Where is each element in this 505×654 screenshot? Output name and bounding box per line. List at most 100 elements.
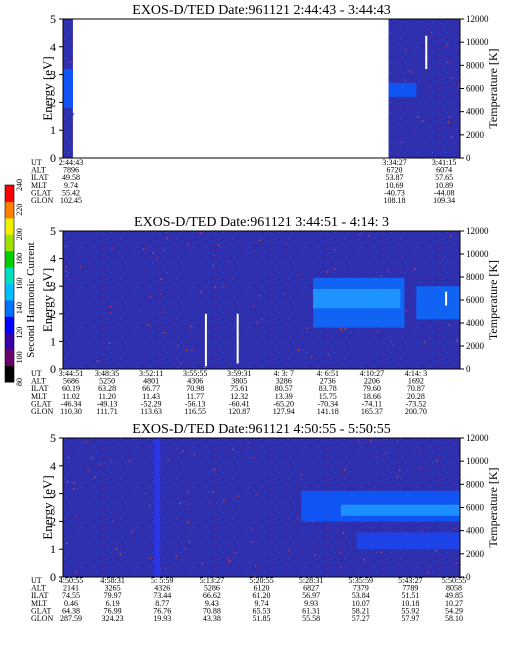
noise-dot [340,566,342,569]
noise-dot [458,83,460,86]
noise-dot [233,552,236,554]
orbit-cell: 75.61 [230,384,248,393]
noise-dot [110,459,112,461]
orbit-cell: 2:44:43 [59,158,83,167]
orbit-cell: 5:13:27 [200,576,224,585]
orbit-cell: 5:50:55 [442,576,466,585]
noise-dot [339,551,342,554]
orbit-cell: 51.85 [253,614,271,623]
orbit-row-label: MLT [31,392,47,401]
colorbar: 80 100 120 140 160 180 200 220 240 Second Harmoni… [4,179,37,386]
orbit-cell: 9.74 [255,599,269,608]
orbit-row-label: GLAT [31,188,52,197]
orbit-cell: 3:55:55 [183,369,207,378]
y-tick-label: 4 [50,252,56,266]
noise-dot [223,286,225,288]
y-tick-label: 3 [50,68,56,82]
noise-dot [259,294,261,297]
colorbar-swatch [5,299,14,317]
y-tick-label: 0 [50,151,56,165]
y-axis-label: Energy [eV] [40,268,55,332]
noise-dot [72,113,75,115]
orbit-cell: 3:41:15 [432,158,456,167]
noise-dot [447,121,450,124]
orbit-cell: 1692 [408,377,424,386]
noise-dot [253,457,255,460]
y2-tick-label: 8000 [466,479,485,489]
noise-dot [212,264,214,267]
noise-dot [344,469,346,471]
noise-dot [193,454,196,456]
noise-dot [376,456,378,458]
noise-dot [149,296,152,298]
orbit-cell: 66.77 [142,384,160,393]
orbit-cell: 4:10:27 [360,369,384,378]
orbit-cell: 7379 [353,584,369,593]
orbit-cell: -73.52 [406,399,427,408]
signal-band [154,438,161,577]
y2-axis-label: Temperature [K] [486,467,500,547]
noise-dot [65,542,68,545]
orbit-cell: 43.38 [203,614,221,623]
orbit-cell: 287.59 [60,614,82,623]
orbit-cell: 3286 [276,377,292,386]
y2-tick-label: 4000 [466,526,485,536]
orbit-cell: 80.57 [275,384,293,393]
noise-dot [79,265,82,268]
noise-dot [373,487,376,489]
y2-tick-label: 8000 [466,60,485,70]
noise-dot [131,530,134,533]
colorbar-swatch [5,185,14,202]
noise-dot [177,344,179,346]
orbit-cell: 19.93 [153,614,171,623]
orbit-row-label: UT [31,158,42,167]
orbit-cell: 4306 [187,377,203,386]
signal-band [356,532,460,550]
orbit-cell: 6074 [436,166,452,175]
noise-dot [167,459,169,461]
noise-dot [253,575,256,577]
orbit-cell: 83.78 [319,384,337,393]
noise-dot [260,318,263,321]
signal-band [416,286,460,320]
noise-dot [94,476,96,478]
noise-dot [363,558,365,561]
y-tick-label: 3 [50,279,56,293]
orbit-cell: 5250 [99,377,115,386]
orbit-cell: 2736 [320,377,336,386]
orbit-cell: 61.31 [302,606,320,615]
noise-dot [214,286,217,288]
noise-dot [385,452,387,455]
noise-dot [396,440,399,442]
noise-dot [201,562,204,565]
orbit-cell: 58.21 [352,606,370,615]
colorbar-swatch [5,250,14,268]
noise-dot [253,249,255,252]
orbit-cell: 9.93 [304,599,318,608]
orbit-cell: 10.18 [401,599,419,608]
orbit-cell: 0.46 [64,599,78,608]
orbit-cell: 111.71 [96,407,117,416]
noise-dot [448,324,450,326]
orbit-cell: 4: 6:51 [317,369,339,378]
noise-dot [450,77,453,79]
panel-title: EXOS-D/TED Date:961121 3:44:51 - 4:14: 3 [134,215,389,230]
colorbar-tick-label: 100 [15,351,24,363]
y2-tick-label: 0 [466,364,471,374]
orbit-cell: 49.58 [62,173,80,182]
y-tick-label: 2 [50,514,56,528]
noise-dot [237,495,239,497]
orbit-cell: 66.62 [203,591,221,600]
y2-tick-label: 12000 [466,433,489,443]
panel-title: EXOS-D/TED Date:961121 4:50:55 - 5:50:55 [132,422,390,437]
orbit-cell: 10.69 [385,181,403,190]
y2-tick-label: 8000 [466,272,485,282]
orbit-row-label: UT [31,369,42,378]
orbit-cell: 65.53 [253,606,271,615]
noise-dot [445,45,447,48]
noise-dot [116,548,118,550]
noise-dot [64,245,67,247]
y2-tick-label: 6000 [466,503,485,513]
noise-dot [182,450,184,453]
noise-dot [97,359,99,362]
